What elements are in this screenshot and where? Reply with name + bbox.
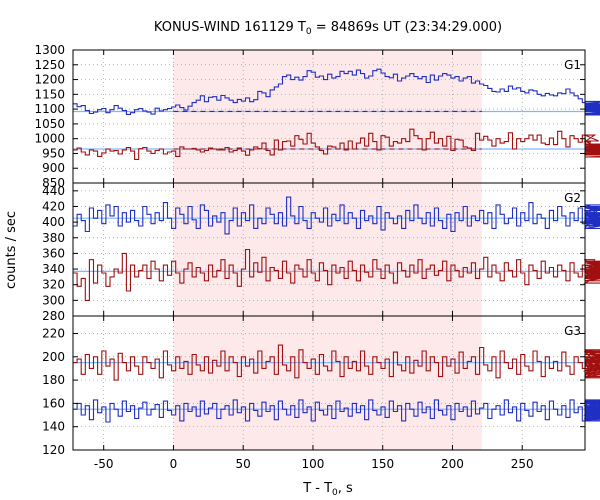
y-tick-label: 950 (42, 146, 65, 160)
lightcurve-red-g2 (73, 248, 600, 301)
y-tick-label: 900 (42, 161, 65, 175)
y-tick-label: 180 (42, 373, 65, 387)
y-tick-label: 360 (42, 246, 65, 260)
y-tick-label: 380 (42, 231, 65, 245)
lightcurve-blue-g2 (73, 196, 600, 235)
y-tick-label: 1050 (34, 117, 65, 131)
x-tick-label: 250 (511, 457, 534, 471)
y-tick-label: 320 (42, 278, 65, 292)
x-tick-label: 200 (441, 457, 464, 471)
y-tick-label: 1200 (34, 73, 65, 87)
y-tick-label: 1100 (34, 102, 65, 116)
panel-label-g1: G1 (564, 58, 581, 72)
panel-frame-g3 (72, 315, 586, 451)
y-tick-label: 850 (42, 176, 65, 190)
y-tick-label: 140 (42, 420, 65, 434)
lightcurve-blue-g1 (73, 68, 600, 116)
chart-title: KONUS-WIND 161129 T0 = 84869s UT (23:34:… (154, 20, 502, 37)
x-tick-label: 150 (371, 457, 394, 471)
x-tick-label: 0 (170, 457, 178, 471)
x-tick-label: 50 (236, 457, 251, 471)
y-tick-label: 200 (42, 350, 65, 364)
y-tick-label: 120 (42, 443, 65, 457)
panel-label-g3: G3 (564, 324, 581, 338)
y-tick-label: 420 (42, 199, 65, 213)
y-tick-label: 160 (42, 396, 65, 410)
y-tick-label: 440 (42, 184, 65, 198)
lightcurve-blue-g3 (73, 399, 600, 423)
y-tick-label: 1300 (34, 43, 65, 57)
lightcurve-red-g1 (73, 128, 600, 160)
y-tick-label: 280 (42, 309, 65, 323)
x-tick-label: 100 (302, 457, 325, 471)
y-tick-label: 300 (42, 293, 65, 307)
panel-label-g2: G2 (564, 191, 581, 205)
x-tick-label: -50 (94, 457, 114, 471)
y-tick-label: 340 (42, 262, 65, 276)
y-tick-label: 1250 (34, 58, 65, 72)
y-tick-label: 220 (42, 326, 65, 340)
lightcurve-red-g3 (73, 344, 600, 381)
y-axis-label: counts / sec (4, 211, 19, 289)
y-tick-label: 400 (42, 215, 65, 229)
x-axis-label: T - T0, s (302, 481, 353, 498)
y-tick-label: 1000 (34, 132, 65, 146)
highlight-interval (173, 50, 482, 450)
y-tick-label: 1150 (34, 87, 65, 101)
